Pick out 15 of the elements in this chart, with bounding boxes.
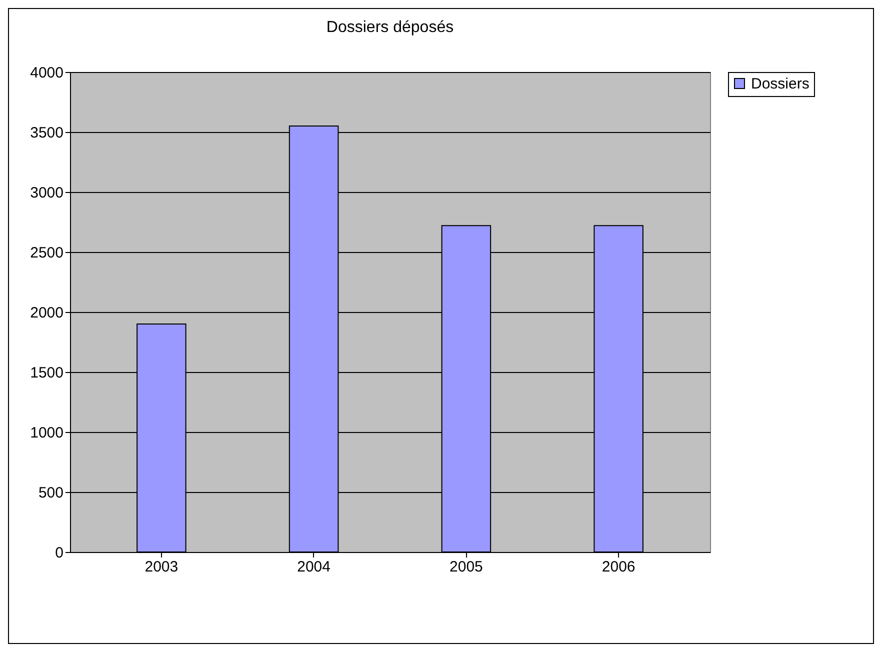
y-tick-label: 2000 <box>30 304 64 322</box>
x-tick-label: 2003 <box>144 558 178 576</box>
y-tick-label: 4000 <box>30 64 64 82</box>
y-tick-label: 0 <box>55 544 64 562</box>
y-tick-label: 1500 <box>30 364 64 382</box>
y-tick-label: 3500 <box>30 124 64 142</box>
x-tick-label: 2004 <box>297 558 330 576</box>
x-tick-label: 2006 <box>602 558 636 576</box>
chart-title: Dossiers déposés <box>326 19 454 36</box>
y-tick-label: 3000 <box>30 184 64 202</box>
x-tick-label: 2005 <box>450 558 483 576</box>
legend-label: Dossiers <box>751 76 810 92</box>
y-tick-label: 500 <box>38 484 64 502</box>
y-tick-label: 2500 <box>30 244 64 262</box>
y-tick-label: 1000 <box>30 424 64 442</box>
